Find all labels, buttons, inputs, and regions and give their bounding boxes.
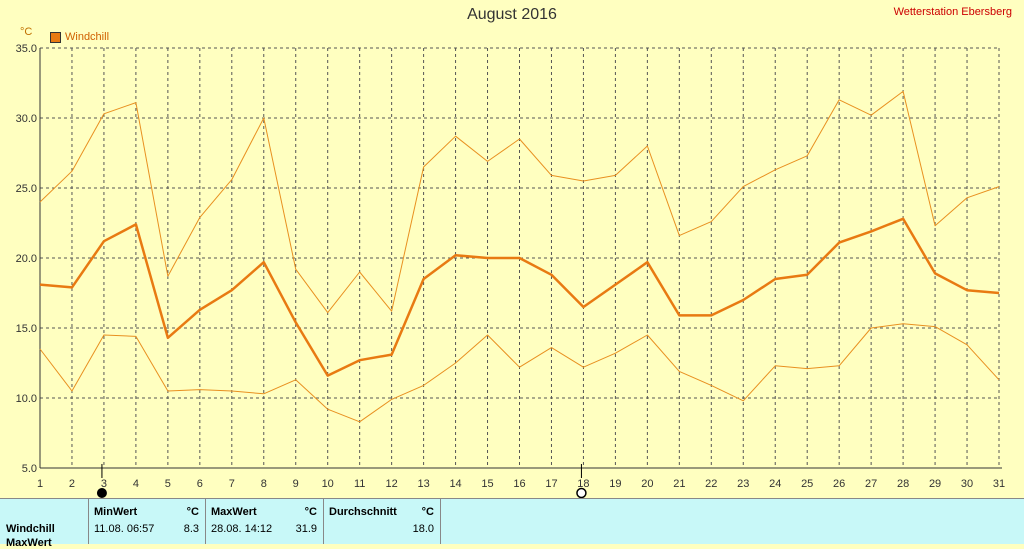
x-tick-label: 8 bbox=[261, 478, 267, 490]
station-name: Wetterstation Ebersberg bbox=[893, 6, 1012, 18]
x-tick-label: 12 bbox=[386, 478, 398, 490]
x-tick-label: 20 bbox=[641, 478, 653, 490]
x-tick-label: 6 bbox=[197, 478, 203, 490]
x-tick-label: 30 bbox=[961, 478, 973, 490]
x-tick-label: 11 bbox=[354, 478, 365, 490]
max-value: 31.9 bbox=[295, 523, 317, 535]
y-tick-label: 25.0 bbox=[16, 183, 37, 195]
series-line-avg bbox=[39, 217, 1000, 377]
chart-plot: 5.010.015.020.025.030.035.01 2 3 4 5 6 7 8 9 10 11… bbox=[16, 43, 1005, 498]
full-moon-icon bbox=[576, 487, 587, 498]
x-tick-label: 27 bbox=[865, 478, 877, 490]
min-header: MinWert bbox=[94, 506, 138, 518]
stats-row-label-2: MaxWert bbox=[6, 537, 52, 549]
x-tick-label: 26 bbox=[833, 478, 845, 490]
max-unit: °C bbox=[304, 506, 317, 518]
x-tick-label: 10 bbox=[322, 478, 334, 490]
stats-row-label: Windchill bbox=[6, 523, 55, 535]
x-tick-label: 29 bbox=[929, 478, 941, 490]
x-tick-label: 25 bbox=[801, 478, 813, 490]
x-tick-label: 18 bbox=[577, 478, 589, 490]
stats-avg-cell: Durchschnitt °C 18.0 bbox=[323, 499, 441, 544]
avg-value: 18.0 bbox=[412, 523, 434, 535]
x-tick-label: 9 bbox=[293, 478, 299, 490]
x-tick-label: 7 bbox=[229, 478, 235, 490]
y-tick-label: 30.0 bbox=[16, 113, 37, 125]
x-tick-label: 24 bbox=[769, 478, 781, 490]
y-tick-label: 5.0 bbox=[22, 463, 37, 475]
min-value: 8.3 bbox=[183, 523, 199, 535]
x-tick-label: 21 bbox=[673, 478, 685, 490]
y-tick-label: 20.0 bbox=[16, 253, 37, 265]
y-tick-label: 15.0 bbox=[16, 323, 37, 335]
x-tick-label: 19 bbox=[609, 478, 621, 490]
y-tick-label: 35.0 bbox=[16, 43, 37, 55]
min-unit: °C bbox=[186, 506, 199, 518]
legend-label: Windchill bbox=[65, 31, 110, 43]
series-line-max bbox=[39, 90, 1000, 314]
avg-header: Durchschnitt bbox=[329, 506, 397, 518]
legend-swatch bbox=[50, 31, 61, 43]
x-tick-label: 1 bbox=[37, 478, 43, 490]
x-tick-label: 31 bbox=[993, 478, 1005, 490]
x-tick-label: 14 bbox=[449, 478, 461, 490]
x-tick-label: 15 bbox=[481, 478, 493, 490]
x-tick-label: 2 bbox=[69, 478, 75, 490]
max-header: MaxWert bbox=[211, 506, 257, 518]
stats-max-cell: MaxWert °C 28.08. 14:12 31.9 bbox=[205, 499, 324, 544]
max-datetime: 28.08. 14:12 bbox=[211, 523, 273, 535]
x-tick-label: 5 bbox=[165, 478, 171, 490]
x-tick-label: 17 bbox=[545, 478, 557, 490]
stats-row-label-cell: Windchill MaxWert bbox=[0, 499, 89, 549]
x-tick-label: 13 bbox=[417, 478, 429, 490]
y-axis-unit: °C bbox=[20, 26, 33, 38]
x-tick-label: 16 bbox=[513, 478, 525, 490]
x-tick-label: 23 bbox=[737, 478, 749, 490]
x-tick-label: 4 bbox=[133, 478, 139, 490]
stats-table: Windchill MaxWert MinWert °C 11.08. 06:5… bbox=[0, 498, 1024, 549]
series-line-min bbox=[39, 323, 1000, 423]
avg-unit: °C bbox=[421, 506, 434, 518]
chart-area: 5.0 10.0 15.0 20.0 25.0 30.0 35.0 1 2 3 4 5 6 7 8 9 10 11… bbox=[16, 6, 1012, 498]
y-tick-label: 10.0 bbox=[16, 393, 37, 405]
x-tick-label: 28 bbox=[897, 478, 909, 490]
x-tick-label: 3 bbox=[101, 478, 107, 490]
legend: Windchill bbox=[50, 31, 109, 43]
x-tick-label: 22 bbox=[705, 478, 717, 490]
new-moon-icon bbox=[96, 488, 107, 498]
stats-min-cell: MinWert °C 11.08. 06:57 8.3 bbox=[88, 499, 206, 544]
chart-title: August 2016 bbox=[467, 6, 557, 23]
min-datetime: 11.08. 06:57 bbox=[94, 523, 155, 535]
